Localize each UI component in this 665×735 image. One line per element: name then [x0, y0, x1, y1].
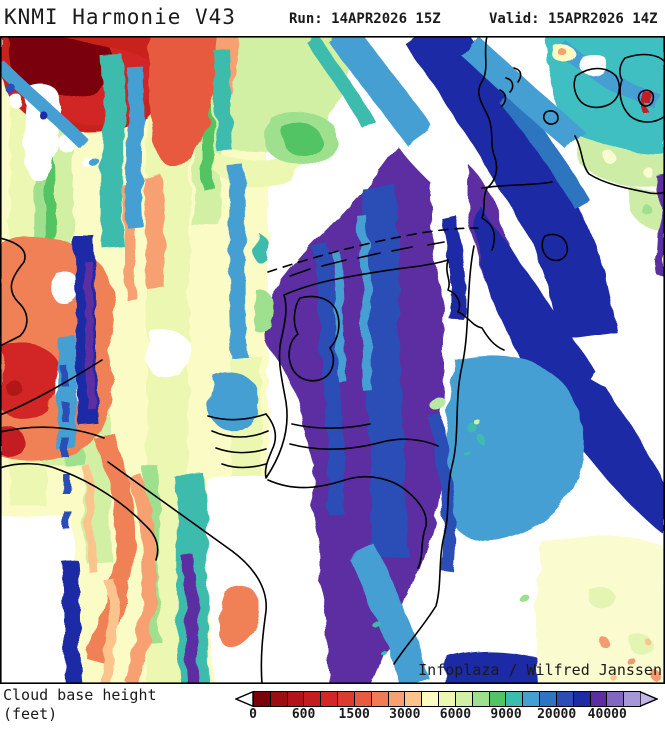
colorbar-cell — [623, 691, 642, 707]
colorbar-cell — [320, 691, 339, 707]
colorbar-left-arrow — [235, 691, 253, 707]
colorbar-tick-labels: 0 600 1500 3000 6000 9000 20000 40000 — [249, 707, 641, 723]
run-timestamp: Run: 14APR2026 15Z — [289, 11, 441, 27]
parameter-line1: Cloud base height — [3, 686, 157, 704]
colorbar-cell — [572, 691, 591, 707]
colorbar-tick-label: 1500 — [338, 707, 370, 722]
colorbar-tick-label: 6000 — [439, 707, 472, 722]
parameter-label: Cloud base height (feet) — [3, 686, 157, 724]
colorbar-cell — [303, 691, 322, 707]
colorbar-cell — [471, 691, 490, 707]
colorbar-cell — [370, 691, 389, 707]
colorbar-right-arrow — [640, 691, 658, 707]
colorbar-cell — [421, 691, 440, 707]
colorbar-cell — [589, 691, 608, 707]
colorbar-tick-label: 20000 — [537, 707, 577, 722]
colorbar — [253, 691, 642, 707]
colorbar-cell — [606, 691, 625, 707]
colorbar-cell — [522, 691, 541, 707]
colorbar-cell — [539, 691, 557, 707]
colorbar-tick-label: 0 — [249, 707, 257, 722]
colorbar-tick-label: 3000 — [389, 707, 421, 722]
colorbar-cell — [555, 691, 574, 707]
credit-text: Infoplaza / Wilfred Janssen — [418, 661, 662, 679]
cloud-field-blobs — [0, 36, 665, 684]
map-frame — [0, 36, 665, 684]
colorbar-cell — [488, 691, 507, 707]
colorbar-cell — [253, 691, 271, 707]
parameter-line2: (feet) — [3, 705, 58, 723]
colorbar-cell — [269, 691, 288, 707]
page-title: KNMI Harmonie V43 — [4, 5, 236, 29]
valid-timestamp: Valid: 15APR2026 14Z — [489, 11, 658, 27]
colorbar-tick-label: 40000 — [587, 707, 627, 722]
colorbar-cell — [286, 691, 305, 707]
colorbar-cell — [505, 691, 524, 707]
colorbar-cell — [454, 691, 473, 707]
cloud-base-map-svg — [0, 36, 665, 684]
colorbar-tick-label: 9000 — [490, 707, 522, 722]
colorbar-cell — [353, 691, 372, 707]
coastlines-borders — [0, 36, 665, 684]
weather-map — [0, 36, 665, 684]
colorbar-cell — [387, 691, 406, 707]
colorbar-cell — [404, 691, 423, 707]
colorbar-tick-label: 600 — [291, 707, 316, 722]
colorbar-cell — [337, 691, 355, 707]
colorbar-cell — [438, 691, 456, 707]
